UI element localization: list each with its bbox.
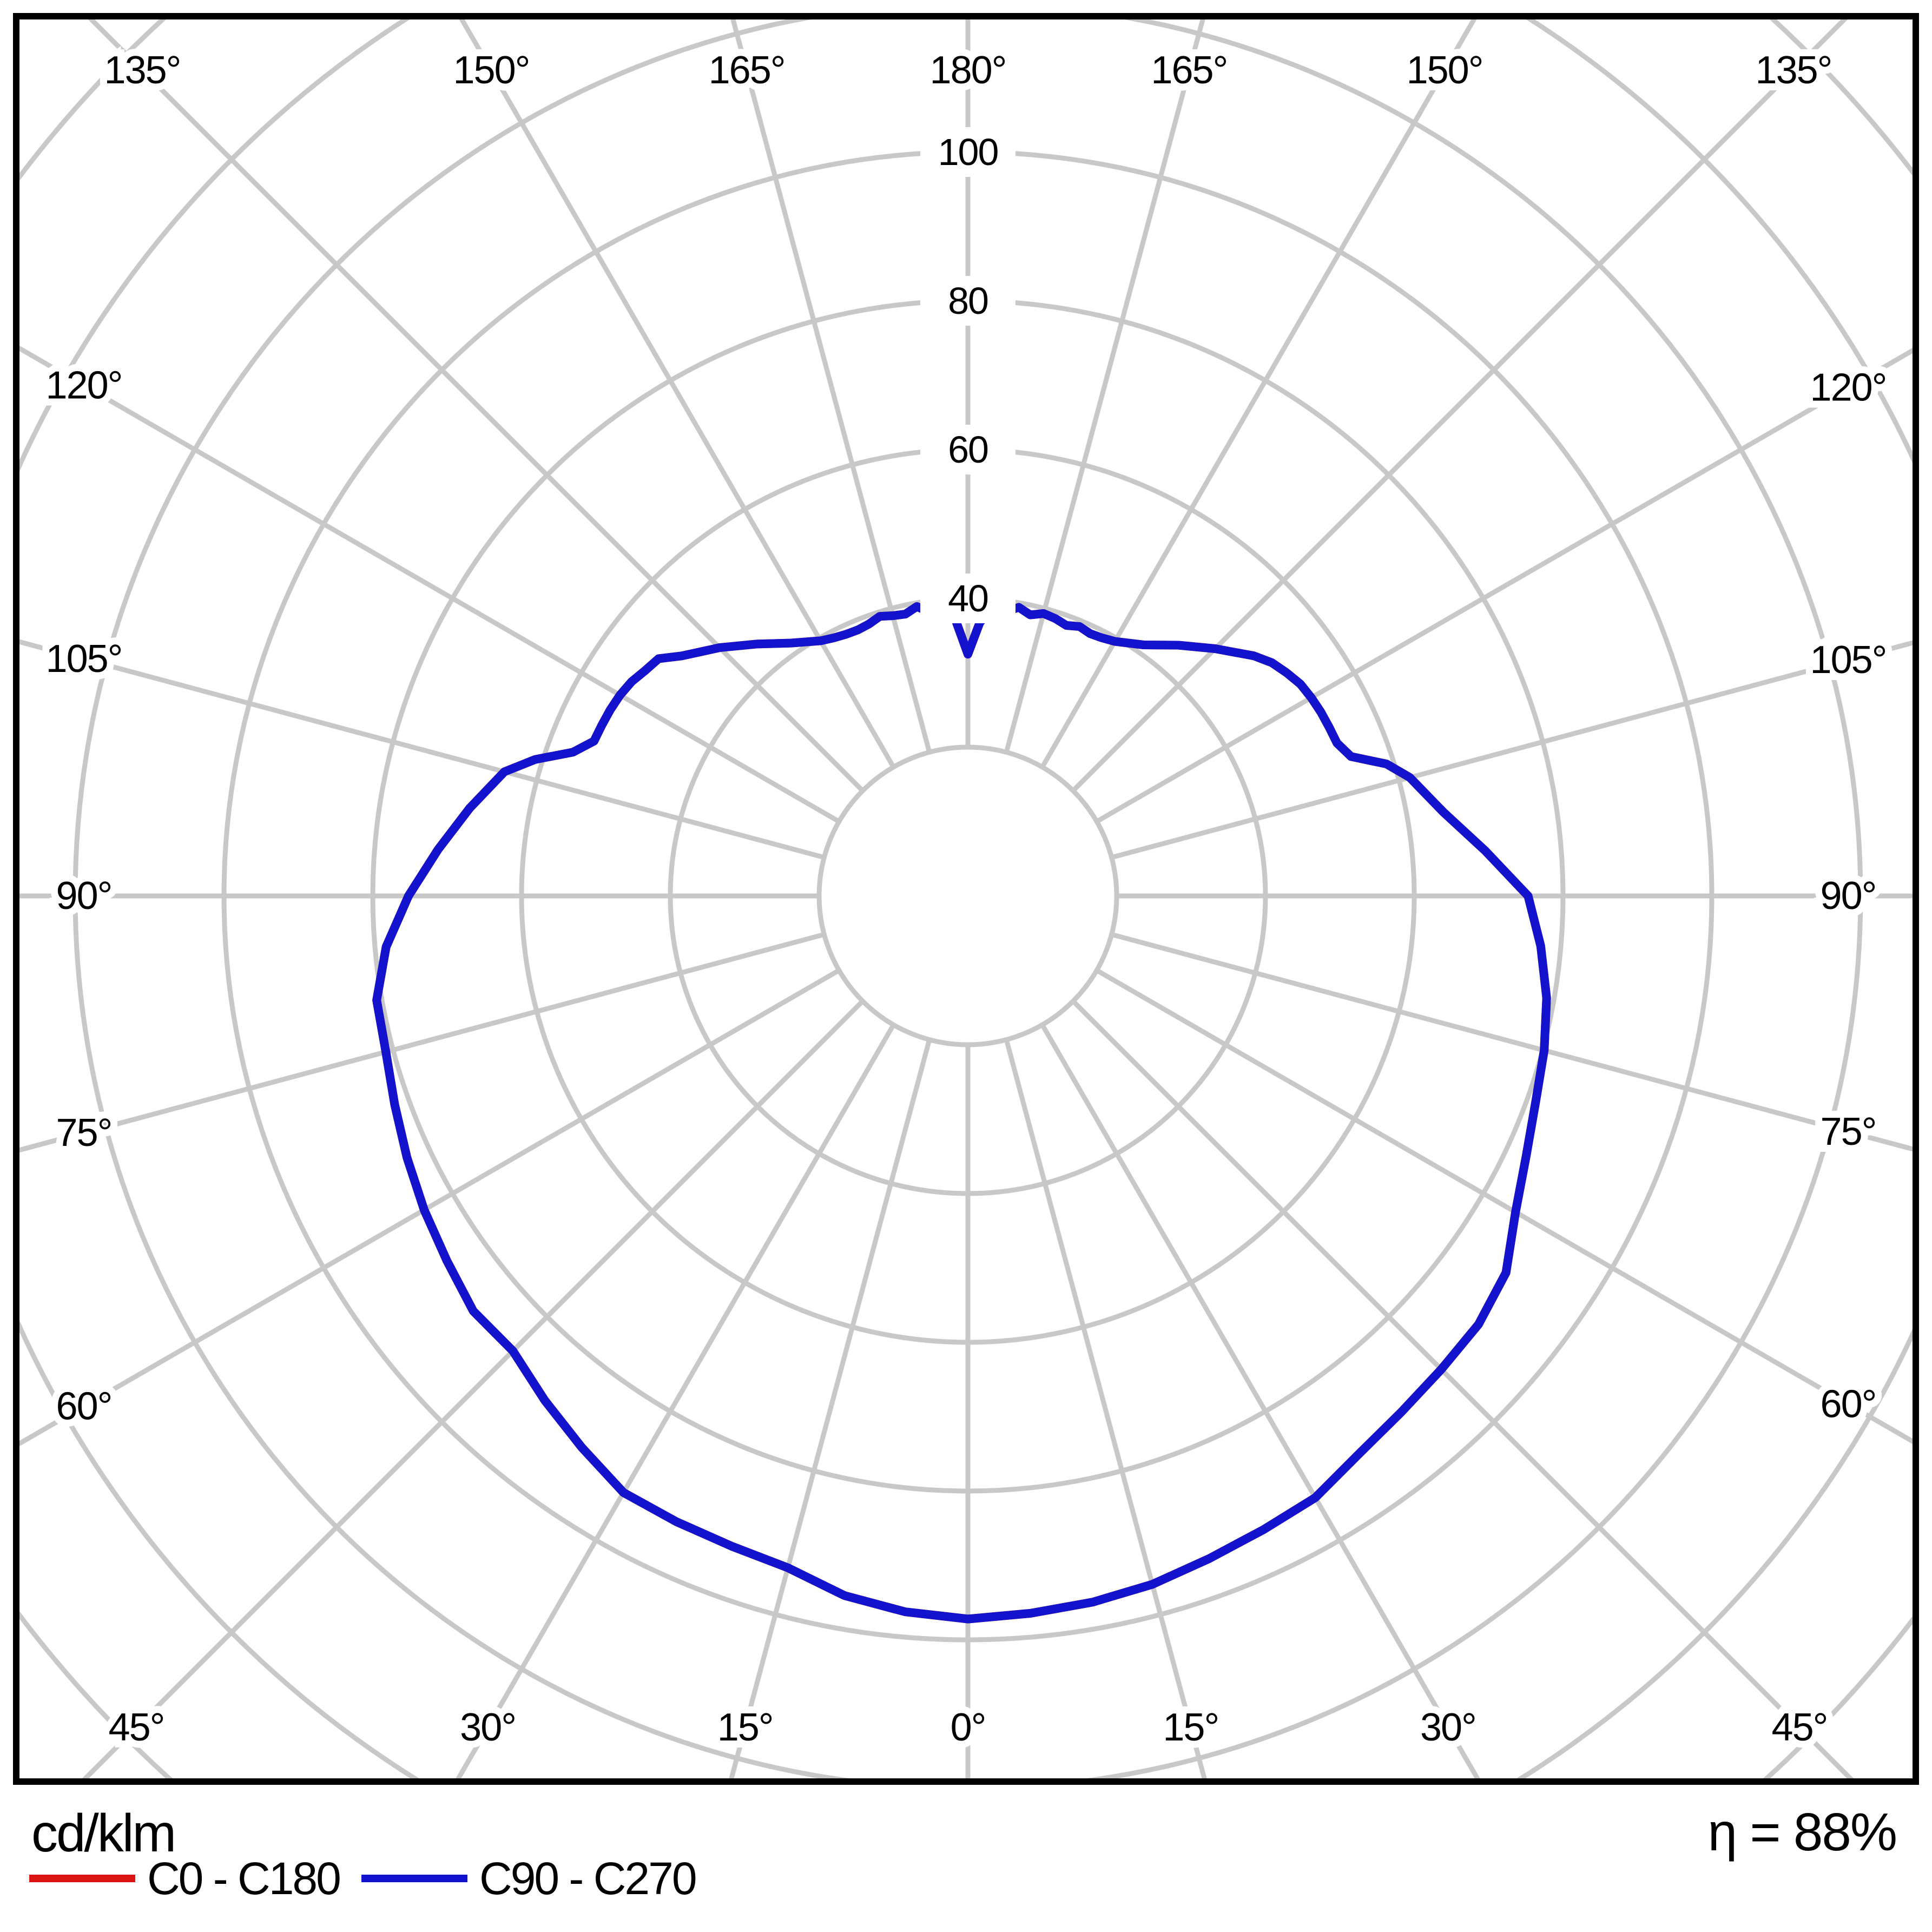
legend-swatch-blue-line — [361, 1875, 467, 1882]
radial-tick-label-60: 60 — [948, 428, 988, 471]
angle-label-75-right: 75° — [1821, 1110, 1876, 1153]
angle-spoke-225 — [88, 19, 865, 793]
angle-label-120-left: 120° — [46, 364, 122, 407]
curve-c90-c270 — [372, 602, 1551, 1624]
angle-label-60-right: 60° — [1821, 1382, 1876, 1426]
angle-spoke-345 — [729, 1039, 932, 1778]
angle-label-165-left: 165° — [709, 49, 785, 92]
angle-label-15-right: 15° — [1163, 1706, 1218, 1749]
angle-spoke-75 — [1111, 932, 1913, 1152]
angle-label-150-right: 150° — [1407, 49, 1483, 92]
angle-label-150-left: 150° — [453, 49, 530, 92]
angle-spoke-255 — [19, 639, 825, 860]
radial-tick-label-40: 40 — [948, 577, 988, 619]
plot-frame — [13, 13, 1919, 1785]
angle-spoke-135 — [1071, 19, 1848, 793]
angle-label-0-right: 0° — [951, 1706, 986, 1749]
angle-spoke-330 — [456, 1023, 896, 1778]
radial-tick-bg-60 — [920, 425, 1016, 474]
angle-spoke-150 — [1040, 19, 1477, 769]
angle-spoke-240 — [19, 345, 841, 824]
legend-swatch-red-line — [29, 1875, 135, 1882]
angle-label-120-right: 120° — [1810, 366, 1887, 410]
units-label: cd/klm — [31, 1803, 176, 1863]
angle-spoke-315 — [82, 999, 865, 1778]
angle-spoke-165 — [1004, 19, 1205, 753]
angle-label-90-left: 90° — [56, 874, 112, 918]
angle-label-30-left: 30° — [460, 1706, 516, 1749]
angle-spoke-60 — [1095, 968, 1913, 1445]
angle-spoke-105 — [1111, 640, 1913, 860]
angle-label-180-right: 180° — [930, 49, 1006, 92]
angle-spoke-195 — [730, 19, 932, 753]
legend-item-c90-c270: C90 - C270 — [361, 1853, 697, 1904]
angle-spoke-120 — [1095, 347, 1913, 824]
efficiency-value: η = 88% — [1707, 1802, 1897, 1862]
angle-spoke-15 — [1004, 1039, 1207, 1778]
angle-label-75-left: 75° — [56, 1111, 112, 1155]
angle-spoke-45 — [1071, 999, 1854, 1778]
angle-label-90-right: 90° — [1821, 874, 1876, 918]
angle-label-105-left: 105° — [46, 637, 122, 681]
angle-label-135-left: 135° — [104, 49, 181, 92]
radial-tick-bg-100 — [920, 127, 1016, 177]
angle-label-15-left: 15° — [717, 1706, 773, 1749]
angle-label-135-right: 135° — [1756, 49, 1832, 92]
angle-label-60-left: 60° — [56, 1384, 112, 1428]
angle-label-45-right: 45° — [1772, 1706, 1828, 1749]
angle-spoke-30 — [1040, 1023, 1480, 1778]
radial-tick-bg-80 — [920, 276, 1016, 326]
radial-tick-label-100: 100 — [938, 131, 998, 173]
legend-label-c0-c180: C0 - C180 — [147, 1853, 341, 1904]
radial-tick-bg-40 — [920, 573, 1016, 623]
legend-label-c90-c270: C90 - C270 — [479, 1853, 697, 1904]
angle-label-165-right: 165° — [1151, 49, 1227, 92]
angle-spoke-300 — [19, 968, 841, 1447]
radial-tick-label-80: 80 — [948, 280, 988, 322]
angle-label-30-right: 30° — [1420, 1706, 1476, 1749]
angle-spoke-285 — [19, 932, 825, 1153]
angle-label-105-right: 105° — [1810, 638, 1887, 682]
angle-spoke-210 — [459, 19, 896, 769]
angle-label-45-left: 45° — [109, 1706, 164, 1749]
legend-item-c0-c180: C0 - C180 — [29, 1853, 341, 1904]
radial-ring-20 — [816, 744, 1119, 1047]
